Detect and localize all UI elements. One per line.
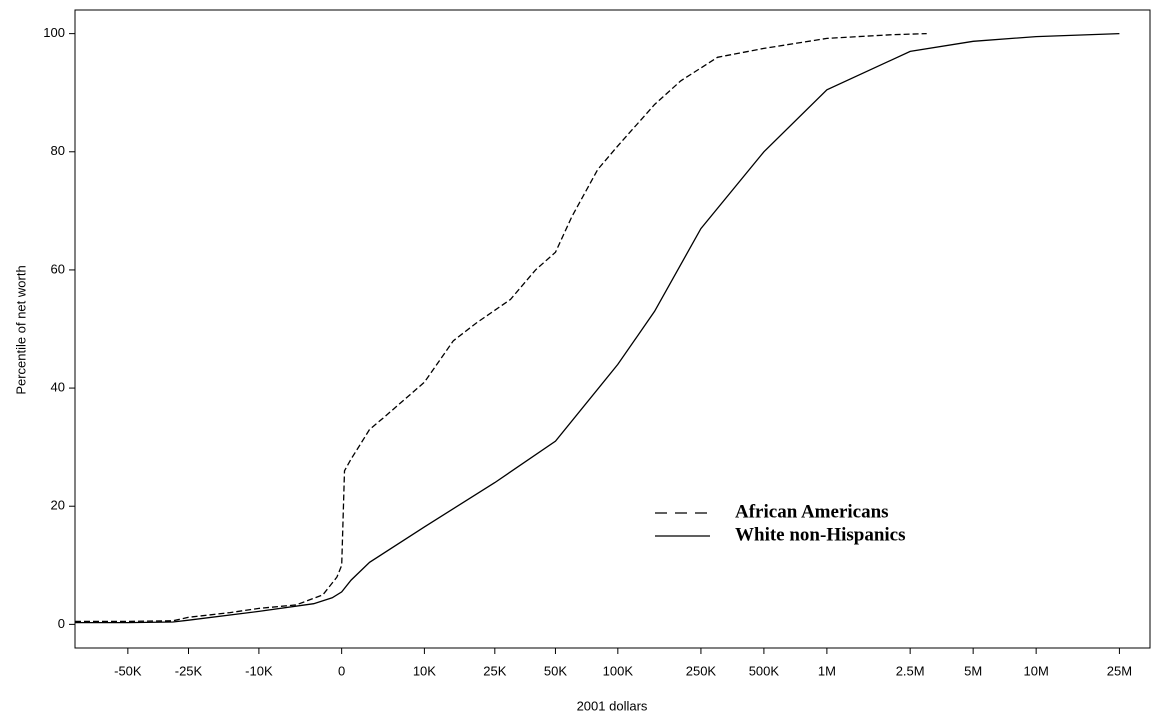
series-line — [75, 32, 1120, 624]
x-tick-label: 50K — [544, 663, 567, 678]
x-tick-label: 1M — [818, 663, 836, 678]
y-tick-label: 20 — [51, 498, 65, 513]
x-tick-label: -50K — [114, 663, 142, 678]
y-tick-label: 0 — [58, 616, 65, 631]
y-axis-label: Percentile of net worth — [13, 265, 28, 394]
x-tick-label: 100K — [603, 663, 634, 678]
plot-frame — [74, 9, 1151, 649]
legend-label: White non-Hispanics — [735, 524, 906, 545]
x-tick-label: 250K — [686, 663, 717, 678]
series-line — [75, 32, 927, 623]
x-tick-label: 2.5M — [896, 663, 925, 678]
x-tick-label: 10K — [413, 663, 436, 678]
y-tick-label: 60 — [51, 261, 65, 276]
y-tick-label: 40 — [51, 380, 65, 395]
legend-label: African Americans — [735, 501, 889, 522]
x-tick-label: 25K — [483, 663, 506, 678]
x-tick-label: 25M — [1107, 663, 1132, 678]
y-tick-label: 80 — [51, 143, 65, 158]
x-tick-label: -10K — [245, 663, 273, 678]
x-tick-label: 500K — [749, 663, 780, 678]
x-tick-label: 0 — [338, 663, 345, 678]
x-axis-label: 2001 dollars — [577, 698, 648, 713]
y-tick-label: 100 — [43, 25, 65, 40]
x-tick-label: 10M — [1023, 663, 1048, 678]
x-tick-label: 5M — [964, 663, 982, 678]
x-tick-label: -25K — [175, 663, 203, 678]
